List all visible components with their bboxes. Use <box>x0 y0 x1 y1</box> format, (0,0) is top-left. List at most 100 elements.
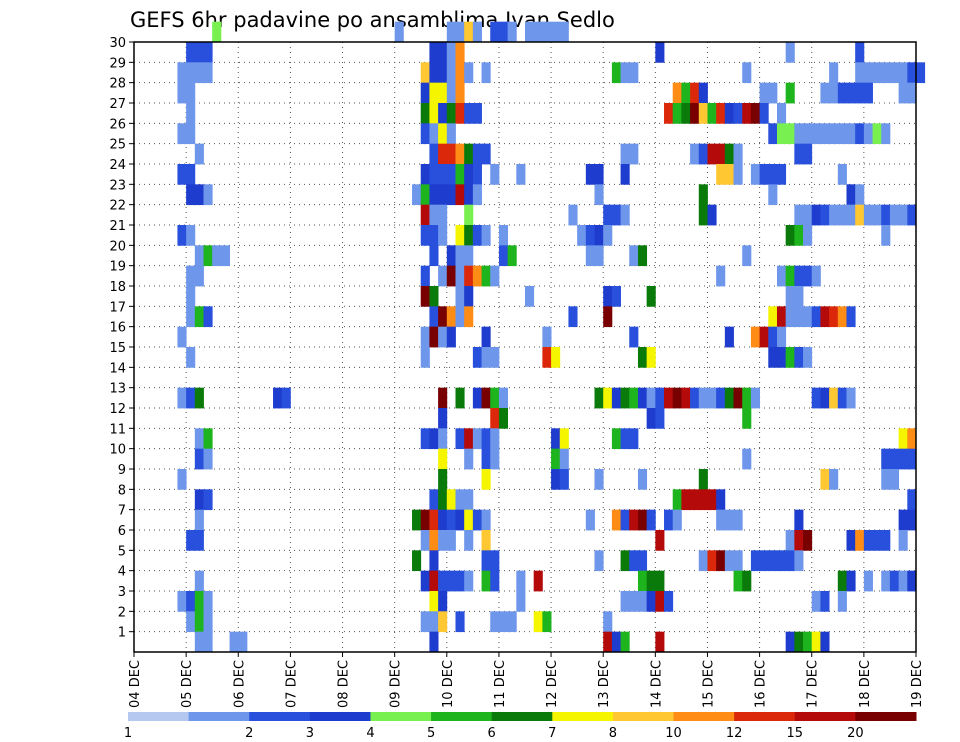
precip-cell <box>203 42 213 63</box>
precip-cell <box>698 469 708 490</box>
precip-cell <box>412 550 422 572</box>
precip-cell <box>281 387 291 409</box>
precip-cell <box>568 204 578 226</box>
precip-cell <box>438 530 448 551</box>
precip-cell <box>863 204 873 226</box>
precip-cell <box>464 21 474 43</box>
precip-cell <box>420 509 430 531</box>
legend-label: 8 <box>609 726 617 741</box>
precip-cell <box>829 469 839 490</box>
precip-cell <box>759 103 769 124</box>
precip-cell <box>490 428 500 450</box>
precip-cell <box>664 509 674 531</box>
y-tick-label: 28 <box>109 77 126 92</box>
precip-cell <box>455 184 465 206</box>
precip-cell <box>490 448 500 470</box>
data-cells <box>177 21 926 653</box>
precip-cell <box>603 286 613 307</box>
precip-cell <box>620 62 630 84</box>
legend-swatch <box>552 712 614 721</box>
precip-cell <box>516 164 526 185</box>
precip-cell <box>637 245 648 267</box>
precip-cell <box>620 631 630 653</box>
precip-cell <box>872 123 882 145</box>
precip-cell <box>603 611 613 633</box>
precip-cell <box>429 286 439 307</box>
precip-cell <box>898 570 908 592</box>
precip-cell <box>655 631 665 653</box>
precip-cell <box>455 245 465 267</box>
precip-cell <box>438 306 448 328</box>
precip-cell <box>664 591 674 612</box>
precip-cell <box>611 286 621 307</box>
precip-cell <box>637 347 648 368</box>
precip-cell <box>907 448 917 470</box>
y-tick-label: 20 <box>109 239 126 254</box>
precip-cell <box>551 428 561 450</box>
precip-cell <box>194 306 204 328</box>
y-tick-label: 24 <box>109 158 126 173</box>
precip-cell <box>446 570 456 592</box>
precip-cell <box>507 611 517 633</box>
precip-cell <box>490 265 500 287</box>
precip-cell <box>194 143 204 165</box>
precip-cell <box>186 265 196 287</box>
precip-cell <box>438 611 448 633</box>
precip-cell <box>889 62 900 84</box>
y-tick-label: 8 <box>118 483 126 498</box>
precip-cell <box>776 306 787 328</box>
precip-cell <box>203 184 213 206</box>
precip-cell <box>829 204 839 226</box>
precip-cell <box>203 245 213 267</box>
precip-cell <box>438 448 448 470</box>
precip-cell <box>472 164 482 185</box>
precip-cell <box>594 184 604 206</box>
precip-cell <box>776 103 787 124</box>
precip-cell <box>716 550 726 572</box>
precip-cell <box>829 82 839 104</box>
precip-cell <box>420 570 430 592</box>
precip-cell <box>655 42 665 63</box>
precip-cell <box>464 103 474 124</box>
precip-cell <box>429 164 439 185</box>
precip-cell <box>629 550 639 572</box>
precip-cell <box>820 469 830 490</box>
precip-cell <box>429 489 439 511</box>
precip-cell <box>438 489 448 511</box>
precip-cell <box>724 103 734 124</box>
precip-cell <box>629 245 639 267</box>
precip-cell <box>863 123 873 145</box>
precip-cell <box>837 204 847 226</box>
precip-cell <box>420 62 430 84</box>
precip-cell <box>646 347 656 368</box>
precip-cell <box>629 143 639 165</box>
precip-cell <box>716 489 726 511</box>
precip-cell <box>698 103 708 124</box>
legend-label: 5 <box>427 726 435 741</box>
precip-cell <box>655 530 665 551</box>
precip-cell <box>429 103 439 124</box>
precip-cell <box>429 631 439 653</box>
precip-cell <box>803 265 813 287</box>
precip-cell <box>646 408 656 429</box>
precip-cell <box>898 204 908 226</box>
precip-cell <box>446 123 456 145</box>
precip-cell <box>498 245 509 267</box>
x-tick-label: 06 DEC <box>232 660 247 708</box>
precip-cell <box>629 326 639 348</box>
precip-cell <box>438 428 448 450</box>
precip-cell <box>655 387 665 409</box>
legend-swatch <box>855 712 917 721</box>
x-tick-label: 10 DEC <box>441 660 456 708</box>
precip-cell <box>194 591 204 612</box>
precip-cell <box>594 550 604 572</box>
precip-cell <box>872 530 882 551</box>
precip-cell <box>551 21 561 43</box>
legend-label: 15 <box>786 726 803 741</box>
precip-cell <box>429 591 439 612</box>
precip-cell <box>611 62 621 84</box>
precip-cell <box>194 489 204 511</box>
precip-cell <box>603 631 613 653</box>
precip-cell <box>907 570 917 592</box>
precip-cell <box>629 509 639 531</box>
